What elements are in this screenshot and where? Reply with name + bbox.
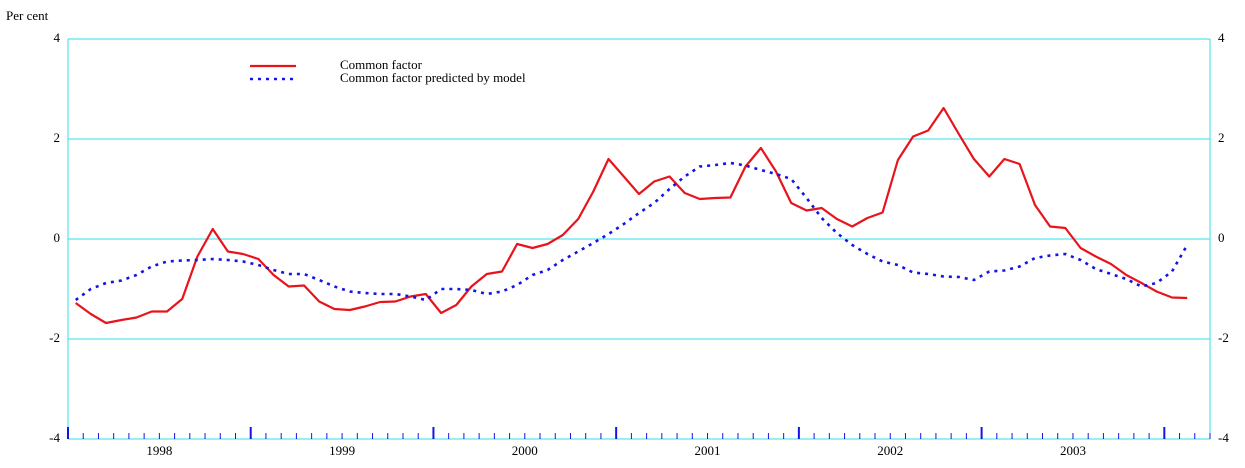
x-tick-label: 2001	[695, 443, 721, 458]
y2-tick-label: 0	[1218, 230, 1225, 245]
y2-tick-label: 4	[1218, 30, 1225, 45]
y-tick-label: -2	[49, 330, 60, 345]
y2-tick-label: -2	[1218, 330, 1229, 345]
series-line	[75, 106, 1188, 325]
x-tick-label: 2000	[512, 443, 538, 458]
series-line	[74, 161, 1189, 302]
x-tick-label: 2002	[877, 443, 903, 458]
y2-tick-label: 2	[1218, 130, 1225, 145]
legend-label: Common factor predicted by model	[340, 70, 526, 85]
y-tick-label: 2	[54, 130, 61, 145]
y2-tick-label: -4	[1218, 430, 1229, 445]
x-tick-label: 1999	[329, 443, 355, 458]
y-tick-label: 0	[54, 230, 61, 245]
x-tick-label: 1998	[146, 443, 172, 458]
y-tick-label: 4	[54, 30, 61, 45]
y-tick-label: -4	[49, 430, 60, 445]
x-tick-label: 2003	[1060, 443, 1086, 458]
y-axis-label: Per cent	[6, 8, 49, 23]
legend-label: Common factor	[340, 57, 423, 72]
